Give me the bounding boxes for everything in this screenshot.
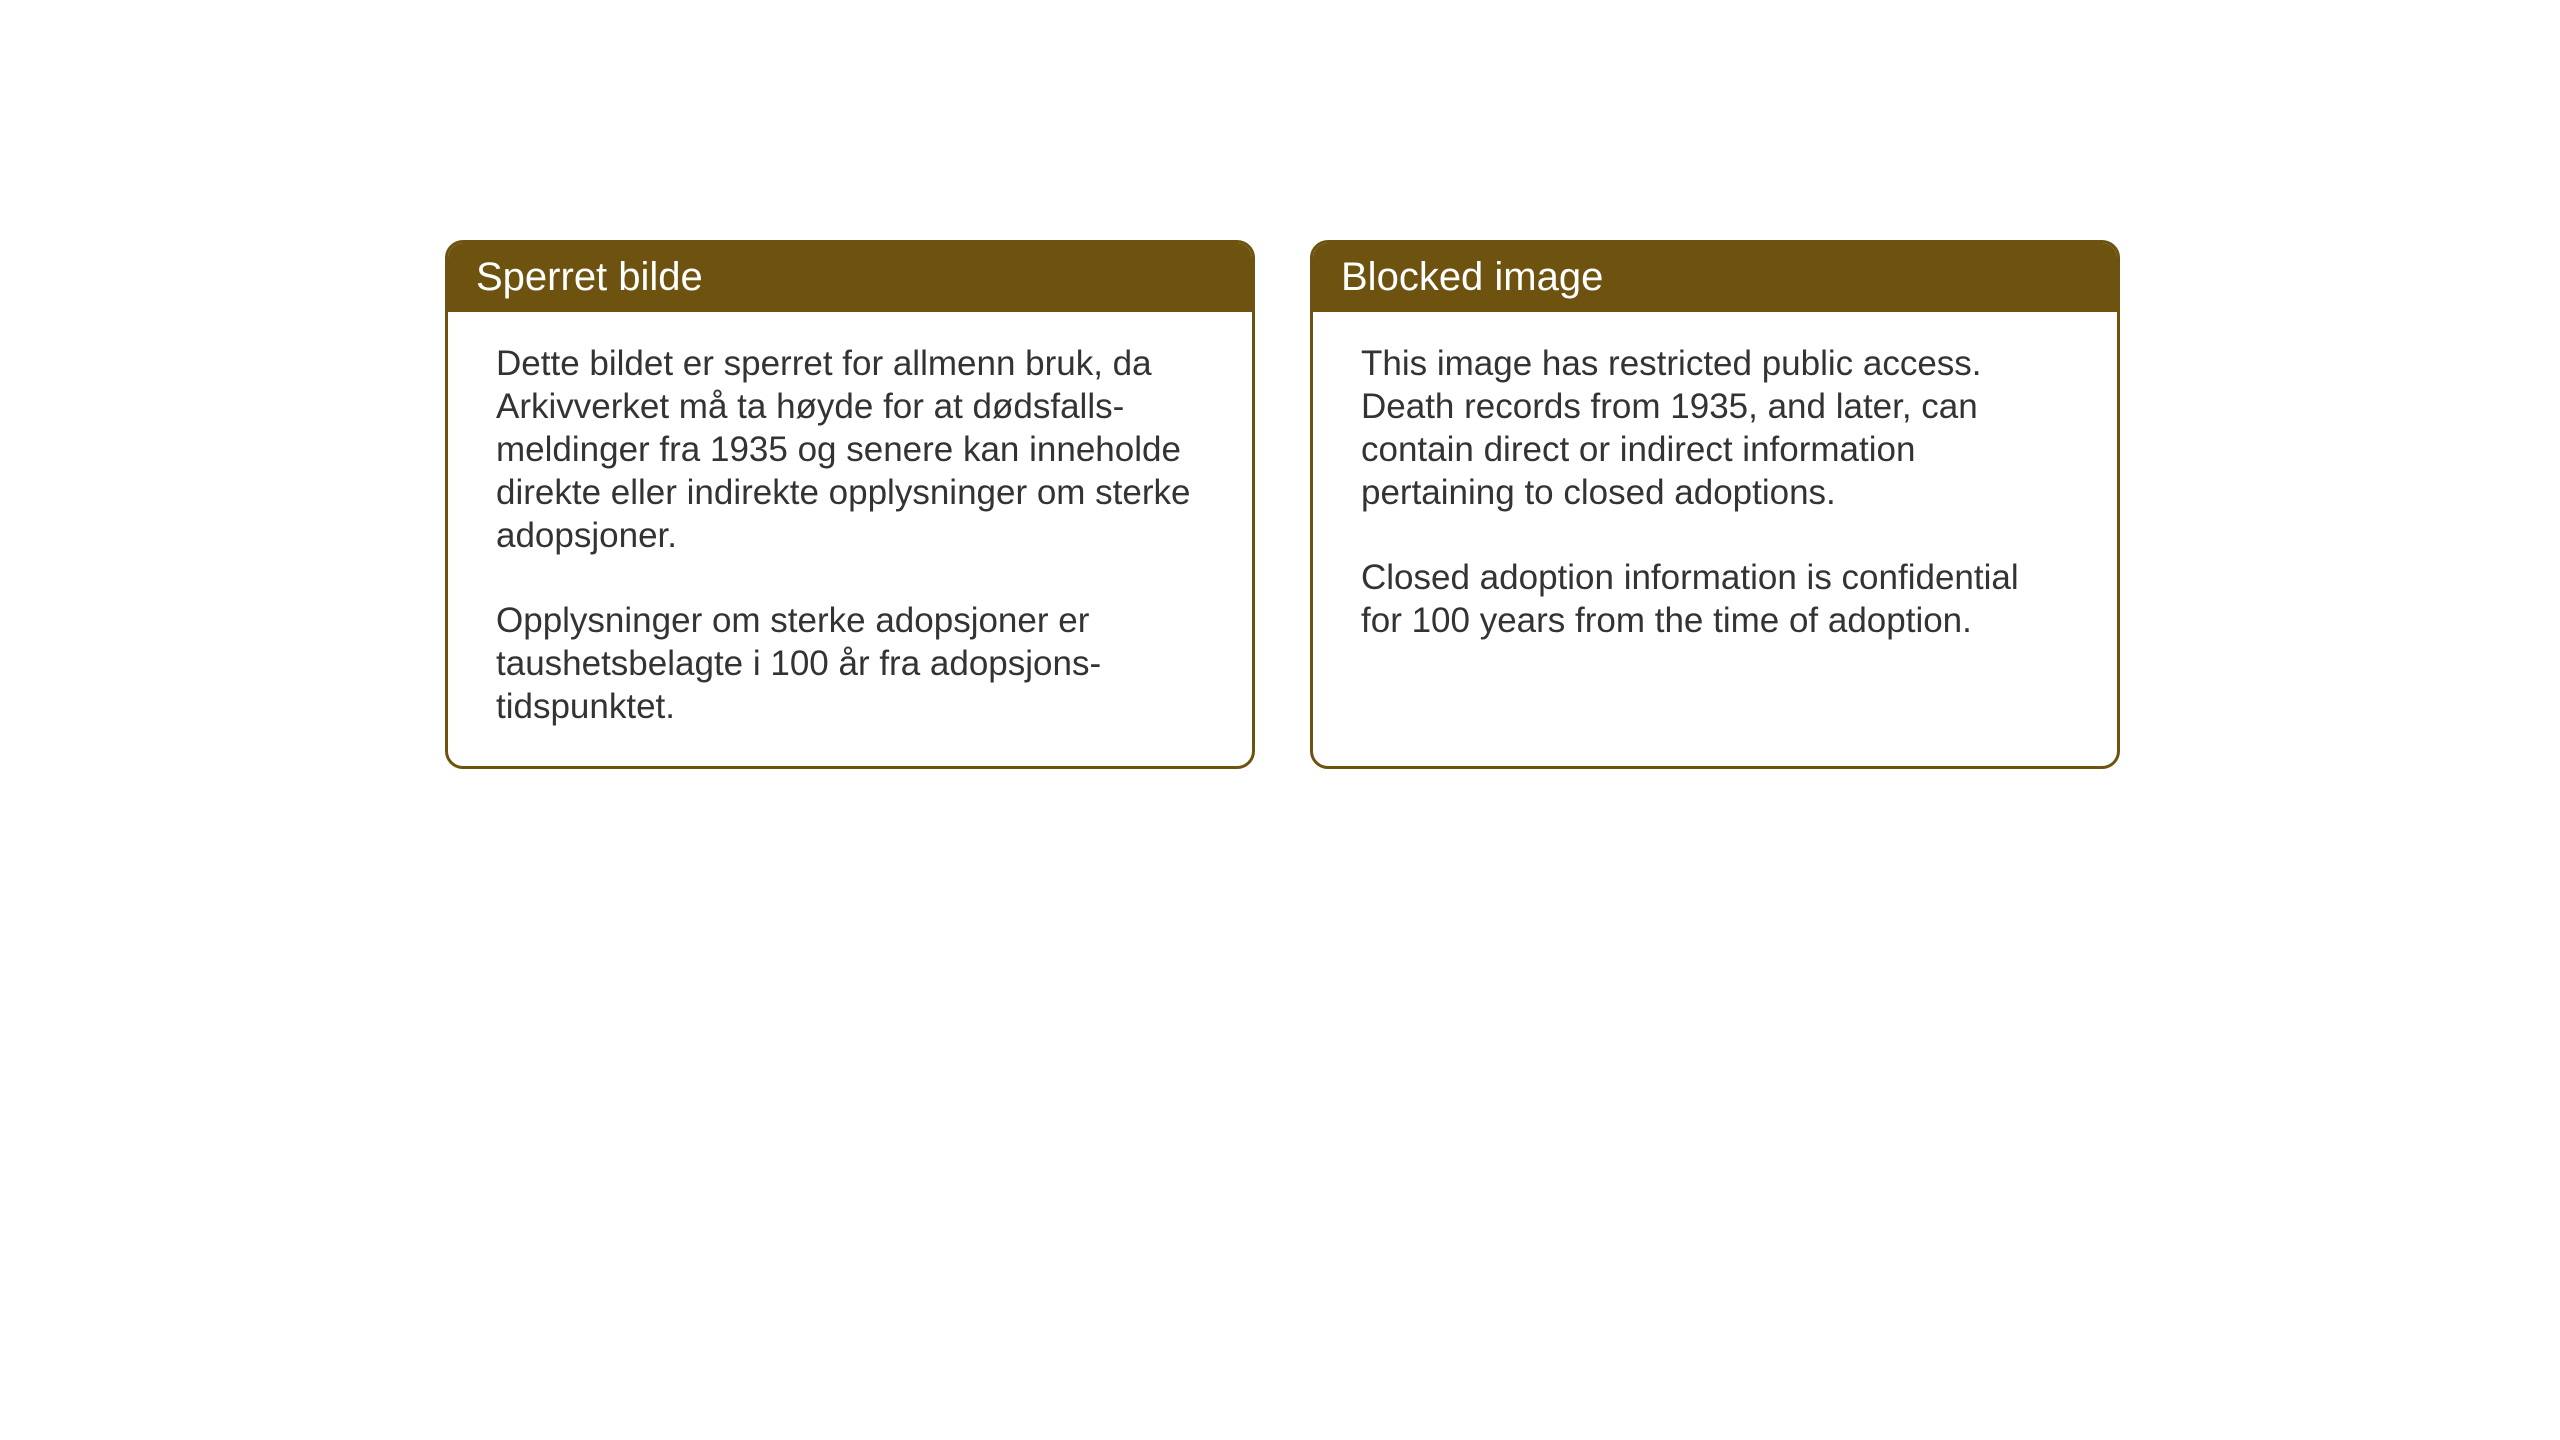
card-title-norwegian: Sperret bilde	[476, 255, 703, 299]
card-paragraph-1-norwegian: Dette bildet er sperret for allmenn bruk…	[496, 342, 1204, 557]
card-header-norwegian: Sperret bilde	[448, 243, 1252, 312]
card-body-norwegian: Dette bildet er sperret for allmenn bruk…	[448, 312, 1252, 766]
card-paragraph-2-norwegian: Opplysninger om sterke adopsjoner er tau…	[496, 599, 1204, 728]
card-header-english: Blocked image	[1313, 243, 2117, 312]
card-paragraph-2-english: Closed adoption information is confident…	[1361, 556, 2069, 642]
card-title-english: Blocked image	[1341, 255, 1603, 299]
card-english: Blocked image This image has restricted …	[1310, 240, 2120, 769]
card-body-english: This image has restricted public access.…	[1313, 312, 2117, 680]
cards-container: Sperret bilde Dette bildet er sperret fo…	[445, 240, 2120, 769]
card-norwegian: Sperret bilde Dette bildet er sperret fo…	[445, 240, 1255, 769]
card-paragraph-1-english: This image has restricted public access.…	[1361, 342, 2069, 514]
